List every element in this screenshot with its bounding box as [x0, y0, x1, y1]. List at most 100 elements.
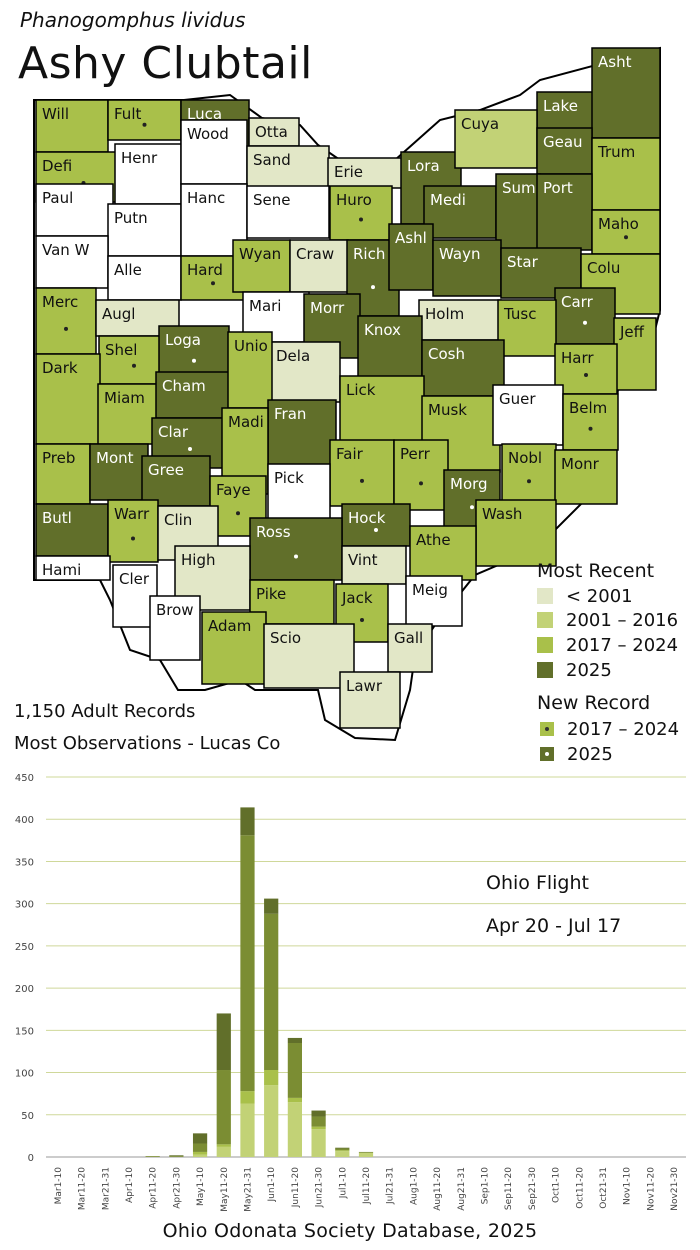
county-label: Fult [114, 105, 141, 123]
new-record-dot [374, 528, 378, 533]
county-lake: Lake [536, 91, 596, 131]
county-brow: Brow [149, 595, 201, 661]
legend-label: < 2001 [566, 585, 633, 607]
county-fill [432, 239, 502, 297]
county-fill [613, 317, 657, 391]
legend-swatch-2001-2016 [537, 612, 553, 628]
county-lawr: Lawr [339, 671, 401, 729]
county-fill [246, 145, 330, 189]
county-van-w: Van W [35, 235, 109, 289]
county-label: Sene [253, 191, 291, 209]
county-label: Erie [334, 163, 363, 181]
county-label: Belm [569, 399, 607, 417]
county-fill [591, 209, 661, 255]
county-mont: Mont [89, 443, 149, 501]
county-fill [227, 331, 273, 409]
bar-segment [311, 1126, 326, 1130]
county-fill [562, 393, 619, 451]
bar-segment [216, 1070, 231, 1145]
county-label: Shel [105, 341, 137, 359]
county-fill [393, 439, 449, 511]
new-record-dot [624, 235, 628, 240]
bar-segment [240, 1091, 255, 1104]
county-label: Asht [598, 53, 632, 71]
bar-segment [264, 913, 279, 1071]
county-fill [263, 623, 355, 689]
county-adam: Adam [201, 611, 267, 685]
x-tick-label: May11-20 [220, 1167, 230, 1212]
x-tick-label: May1-10 [196, 1167, 206, 1206]
x-tick-label: Sep21-30 [528, 1167, 538, 1210]
records-count: 1,150 Adult Records [14, 701, 196, 722]
county-label: Dark [42, 359, 78, 377]
bar-segment [287, 1037, 302, 1043]
county-morg: Morg [443, 469, 501, 531]
county-label: Scio [270, 629, 301, 647]
county-craw: Craw [289, 239, 349, 293]
county-lick: Lick [339, 375, 425, 449]
county-label: Perr [400, 445, 431, 463]
new-record-dot [192, 358, 196, 363]
county-vint: Vint [341, 545, 407, 585]
flight-title: Ohio Flight [486, 872, 589, 894]
bar-segment [216, 1146, 231, 1157]
county-alle: Alle [107, 255, 182, 301]
county-label: Wash [482, 505, 522, 523]
county-fill [475, 499, 557, 567]
legend-swatch-2017-2024 [537, 637, 553, 653]
county-fran: Fran [267, 399, 337, 467]
legend-label: 2017 – 2024 [566, 634, 679, 656]
county-cham: Cham [155, 371, 235, 419]
county-sene: Sene [246, 185, 330, 239]
county-wash: Wash [475, 499, 557, 567]
legend-new-item-2025: 2025 [540, 743, 613, 765]
county-label: Guer [499, 390, 536, 408]
county-fill [536, 173, 593, 251]
county-label: Gall [394, 629, 423, 647]
county-wood: Wood [180, 119, 248, 185]
x-tick-label: Apr11-20 [149, 1167, 159, 1209]
legend-recent-title: Most Recent [537, 560, 655, 582]
county-fair: Fair [329, 439, 395, 507]
new-record-dot [583, 320, 587, 325]
county-paul: Paul [35, 183, 114, 237]
county-label: Unio [234, 337, 268, 355]
bar-segment [216, 1013, 231, 1071]
county-will: Will [35, 99, 109, 153]
x-tick-label: Jun21-30 [315, 1167, 325, 1208]
new-record-dot [132, 363, 136, 368]
y-tick-label: 400 [15, 815, 34, 826]
county-label: Lawr [346, 677, 383, 695]
source-footer: Ohio Odonata Society Database, 2025 [162, 1220, 538, 1242]
new-record-dot [419, 481, 423, 486]
bar-segment [240, 1103, 255, 1157]
county-fill [492, 384, 564, 446]
county-label: Fair [336, 445, 364, 463]
new-record-dot [211, 281, 215, 286]
county-label: Port [543, 179, 573, 197]
y-tick-label: 150 [15, 1026, 34, 1037]
county-merc: Merc [35, 287, 97, 355]
new-record-dot [371, 285, 375, 290]
county-label: Tusc [503, 305, 536, 323]
county-port: Port [536, 173, 593, 251]
county-label: Athe [416, 531, 451, 549]
county-label: Madi [228, 413, 264, 431]
county-athe: Athe [409, 525, 477, 581]
county-label: Pike [256, 585, 286, 603]
county-label: Ross [256, 523, 291, 541]
bar-segment [264, 1070, 279, 1086]
county-label: Butl [42, 509, 72, 527]
county-fill [107, 499, 159, 563]
county-knox: Knox [357, 315, 423, 381]
county-label: Hami [42, 561, 81, 579]
x-tick-label: Oct21-31 [599, 1167, 609, 1209]
x-tick-label: Nov1-10 [623, 1167, 633, 1205]
county-maho: Maho [591, 209, 661, 255]
bar-segment [216, 1144, 231, 1147]
x-tick-label: Nov21-30 [670, 1167, 680, 1211]
x-tick-label: Jul21-31 [386, 1167, 396, 1205]
bar-segment [287, 1102, 302, 1157]
legend-label: 2025 [566, 659, 612, 681]
county-holm: Holm [418, 299, 502, 341]
